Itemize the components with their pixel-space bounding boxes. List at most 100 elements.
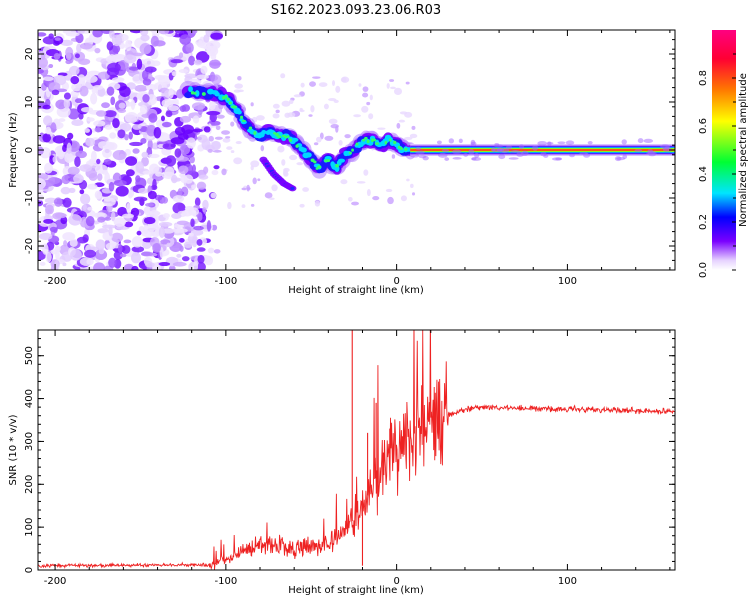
noise-blob [87, 70, 101, 76]
faint-blob [394, 87, 403, 96]
noise-blob [133, 196, 148, 202]
noise-blob [117, 243, 123, 254]
noise-blob [50, 122, 57, 133]
noise-blob [131, 265, 139, 270]
faint-blob [386, 83, 390, 89]
ridge-blob [201, 92, 206, 96]
noise-blob [104, 110, 117, 118]
noise-blob [135, 175, 141, 183]
faint-blob [347, 197, 353, 202]
noise-blob [38, 88, 45, 99]
ridge-blob [398, 147, 405, 154]
spectrogram-xtick-label: -200 [44, 276, 67, 287]
noise-blob [197, 254, 205, 264]
noise-blob [52, 156, 57, 163]
noise-blob [124, 133, 129, 141]
noise-blob [194, 197, 201, 207]
noise-blob [192, 115, 200, 124]
noise-blob [65, 31, 80, 37]
noise-blob [40, 52, 46, 61]
noise-blob [125, 169, 135, 177]
snr-xtick-label: 100 [558, 576, 577, 587]
carrier-fringe [637, 138, 644, 144]
noise-blob [179, 144, 191, 155]
noise-blob [42, 36, 57, 45]
noise-blob [93, 212, 107, 219]
carrier-fringe [518, 144, 525, 150]
noise-blob [147, 190, 157, 200]
noise-blob [145, 262, 155, 268]
snr-xtick-label: -100 [215, 576, 238, 587]
noise-blob [70, 249, 82, 261]
carrier-fringe [643, 138, 654, 143]
faint-blob [335, 125, 339, 133]
snr-series-line [38, 330, 675, 570]
ridge-blob [370, 138, 375, 143]
carrier-fringe [557, 141, 566, 145]
noise-blob [79, 216, 88, 228]
noise-blob [210, 32, 223, 40]
carrier-fringe [436, 140, 442, 145]
ridge-blob [226, 97, 230, 101]
noise-blob [203, 126, 211, 133]
carrier-layer [410, 149, 675, 151]
noise-blob [44, 162, 53, 174]
noise-blob [101, 224, 116, 229]
noise-blob [78, 58, 91, 65]
noise-blob [108, 257, 117, 268]
faint-blob [235, 140, 242, 145]
faint-blob [308, 114, 313, 117]
faint-blob [215, 125, 221, 131]
noise-blob [87, 206, 93, 211]
noise-blob [85, 246, 100, 251]
noise-blob [165, 155, 177, 167]
noise-blob [111, 54, 125, 62]
carrier-fringe [458, 138, 463, 144]
noise-blob [38, 57, 49, 68]
carrier-fringe [647, 150, 657, 157]
carrier-fringe [510, 150, 521, 153]
noise-blob [71, 94, 79, 106]
faint-blob [230, 150, 235, 154]
noise-blob [123, 239, 132, 244]
faint-blob [377, 127, 386, 130]
noise-blob [125, 39, 132, 52]
noise-blob [113, 217, 126, 227]
noise-blob [109, 132, 117, 139]
faint-blob [387, 196, 394, 205]
noise-blob [168, 265, 176, 270]
carrier-fringe [463, 152, 469, 157]
noise-blob [74, 98, 83, 104]
faint-blob [356, 181, 366, 184]
noise-blob [200, 65, 208, 74]
faint-blob [353, 114, 361, 118]
noise-blob [158, 221, 173, 227]
noise-blob [94, 47, 101, 54]
noise-blob [43, 218, 54, 224]
noise-blob [69, 238, 78, 247]
noise-blob [168, 88, 174, 99]
noise-blob [152, 242, 161, 253]
noise-blob [191, 236, 198, 248]
noise-blob [126, 203, 131, 214]
noise-blob [131, 246, 145, 253]
ridge-blob [404, 147, 408, 152]
noise-blob [209, 62, 222, 66]
faint-blob [389, 79, 395, 82]
noise-blob [43, 76, 54, 82]
ridge-blob [399, 146, 403, 151]
ridge-blob [236, 110, 242, 115]
noise-blob [94, 190, 103, 200]
faint-blob [289, 154, 298, 161]
noise-blob [178, 69, 189, 74]
faint-blob [412, 192, 416, 196]
spectrogram-y-label: Frequency (Hz) [8, 112, 19, 188]
noise-blob [85, 137, 96, 147]
snr-line-group [38, 330, 675, 570]
noise-blob [60, 216, 68, 225]
noise-blob [186, 137, 196, 149]
carrier-fringe [410, 153, 420, 158]
faint-blob [221, 168, 227, 176]
spectrogram-ytick-label: 20 [24, 48, 35, 61]
